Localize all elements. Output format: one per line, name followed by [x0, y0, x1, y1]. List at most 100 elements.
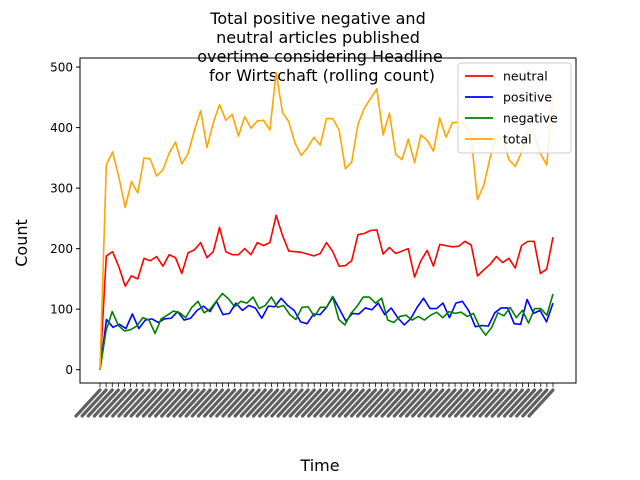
- x-tick-label: [411, 388, 439, 418]
- x-tick-label: [460, 388, 488, 418]
- x-tick-label: [392, 388, 420, 418]
- y-tick-label: 300: [50, 182, 73, 196]
- x-tick-label: [319, 388, 347, 418]
- series-line-negative: [99, 292, 554, 370]
- series-line-neutral: [99, 214, 554, 370]
- x-tick-label: [264, 388, 292, 418]
- x-tick-label: [331, 388, 359, 418]
- x-tick-label: [141, 388, 169, 418]
- x-tick-label: [233, 388, 261, 418]
- x-tick-label: [172, 388, 200, 418]
- x-tick-label: [202, 388, 231, 418]
- x-tick-label: [484, 388, 512, 418]
- x-tick-label: [429, 388, 457, 418]
- x-tick-label: [337, 388, 365, 418]
- x-tick-label: [404, 388, 433, 418]
- x-tick-label: [478, 388, 506, 418]
- x-tick-label: [282, 388, 310, 418]
- x-tick-label: [184, 388, 212, 418]
- chart-title: Total positive negative and neutral arti…: [197, 9, 443, 85]
- x-tick-label: [209, 388, 237, 418]
- x-tick-label: [105, 388, 133, 418]
- x-tick-label: [441, 388, 469, 418]
- x-tick-label: [147, 388, 176, 418]
- series-line-total: [99, 71, 554, 370]
- x-tick-label: [368, 388, 396, 418]
- x-tick-label: [288, 388, 316, 418]
- x-tick-label: [190, 388, 218, 418]
- x-tick-label: [386, 388, 414, 418]
- x-tick-label: [196, 388, 225, 418]
- x-tick-label: [294, 388, 322, 418]
- x-tick-label: [490, 388, 518, 418]
- x-tick-label: [325, 388, 353, 418]
- x-tick-label: [343, 388, 371, 418]
- x-tick-label: [502, 388, 531, 418]
- legend-label-total: total: [503, 132, 532, 147]
- x-axis: [74, 383, 555, 418]
- x-tick-label: [178, 388, 206, 418]
- x-tick-label: [380, 388, 408, 418]
- x-tick-label: [239, 388, 267, 418]
- x-tick-label: [447, 388, 476, 418]
- x-tick-label: [349, 388, 378, 418]
- x-axis-label: Time: [299, 456, 339, 475]
- x-tick-label: [251, 388, 280, 418]
- x-tick-label: [453, 388, 482, 418]
- x-tick-label: [466, 388, 494, 418]
- x-tick-label: [245, 388, 274, 418]
- x-tick-label: [355, 388, 384, 418]
- x-tick-label: [423, 388, 451, 418]
- x-tick-label: [307, 388, 335, 418]
- x-tick-label: [270, 388, 298, 418]
- legend-label-neutral: neutral: [503, 69, 548, 84]
- x-tick-label: [527, 388, 555, 418]
- chart-title-line-4: for Wirtschaft (rolling count): [209, 66, 435, 85]
- x-tick-label: [521, 388, 549, 418]
- plot-area-frame: [79, 57, 577, 384]
- x-tick-label: [227, 388, 255, 418]
- x-tick-label: [417, 388, 445, 418]
- x-tick-label: [472, 388, 500, 418]
- x-tick-labels: [74, 388, 555, 418]
- x-tick-label: [435, 388, 463, 418]
- x-tick-label: [166, 388, 194, 418]
- x-tick-label: [276, 388, 304, 418]
- x-tick-label: [496, 388, 524, 418]
- x-tick-label: [92, 388, 120, 418]
- legend-label-positive: positive: [503, 90, 552, 105]
- x-tick-label: [258, 388, 286, 418]
- x-tick-label: [80, 388, 108, 418]
- legend-label-negative: negative: [503, 111, 558, 126]
- chart-title-line-1: Total positive negative and: [209, 9, 425, 28]
- x-tick-label: [153, 388, 182, 418]
- x-tick-label: [515, 388, 543, 418]
- x-tick-label: [509, 388, 537, 418]
- x-tick-label: [221, 388, 249, 418]
- y-tick-label: 200: [50, 242, 73, 256]
- y-tick-label: 0: [65, 363, 73, 377]
- legend-box: [457, 62, 572, 154]
- y-tick-label: 500: [50, 61, 73, 75]
- x-tick-label: [117, 388, 145, 418]
- x-tick-label: [362, 388, 390, 418]
- chart-title-line-2: neutral articles published: [216, 28, 420, 47]
- legend: neutral positive negative total: [457, 62, 572, 154]
- x-tick-label: [98, 388, 127, 418]
- series-layer: [99, 71, 554, 370]
- y-tick-label: 100: [50, 303, 73, 317]
- x-tick-label: [123, 388, 151, 418]
- x-tick-label: [129, 388, 157, 418]
- y-axis-label: Count: [12, 219, 31, 267]
- x-tick-label: [74, 388, 102, 418]
- x-tick-label: [111, 388, 139, 418]
- x-tick-label: [300, 388, 329, 418]
- y-axis: 0 100 200 300 400 500: [50, 61, 80, 377]
- x-tick-label: [398, 388, 427, 418]
- chart-title-line-3: overtime considering Headline: [197, 47, 443, 66]
- x-tick-label: [160, 388, 188, 418]
- x-tick-label: [86, 388, 114, 418]
- x-tick-label: [215, 388, 243, 418]
- y-tick-label: 400: [50, 121, 73, 135]
